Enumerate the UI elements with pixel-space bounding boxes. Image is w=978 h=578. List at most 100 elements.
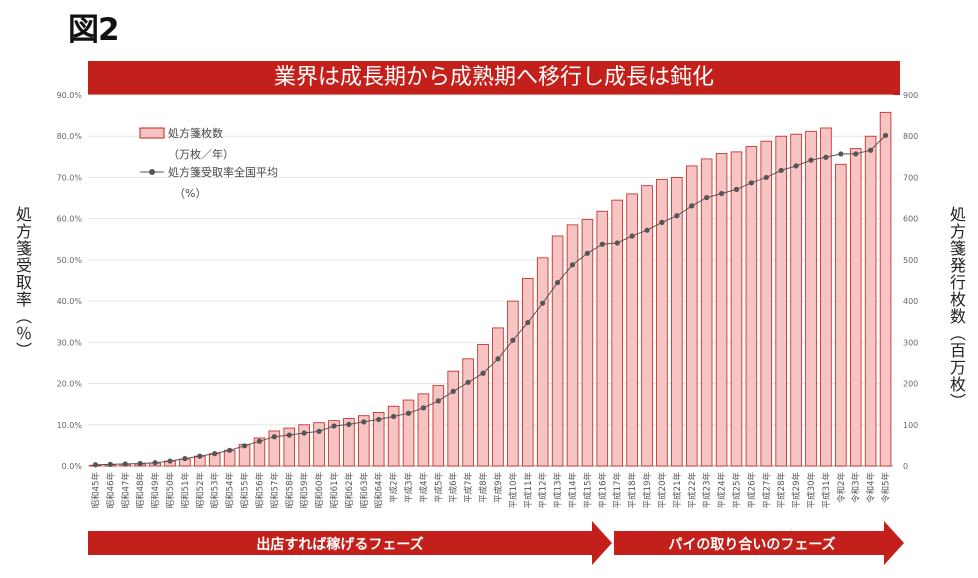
- line-point: [435, 398, 441, 404]
- right-tick-label: 0: [903, 462, 908, 471]
- x-tick-label: 平成6年: [448, 472, 459, 503]
- bar: [775, 135, 787, 467]
- line-point: [644, 227, 650, 233]
- bar: [864, 135, 877, 467]
- line-point: [540, 300, 546, 306]
- line-point: [361, 419, 367, 425]
- right-tick-label: 400: [903, 297, 918, 306]
- line-point: [405, 410, 412, 416]
- bar: [626, 193, 638, 467]
- x-tick-label: 昭和48年: [135, 472, 146, 509]
- x-tick-label: 昭和63年: [359, 472, 370, 509]
- line-point: [793, 163, 799, 169]
- line-point: [674, 213, 680, 219]
- x-tick-label: 平成25年: [732, 472, 743, 509]
- bar: [358, 415, 370, 467]
- x-tick-label: 令和3年: [851, 472, 862, 503]
- left-tick-label: 80.0%: [57, 132, 83, 141]
- x-tick-label: 平成16年: [597, 472, 608, 509]
- line-series: [92, 132, 889, 468]
- x-tick-label: 平成29年: [791, 472, 802, 509]
- line-point: [599, 241, 605, 247]
- right-tick-label: 300: [903, 338, 918, 347]
- x-tick-label: 平成23年: [702, 472, 713, 509]
- x-tick-label: 平成17年: [612, 472, 623, 509]
- x-tick-label: 令和5年: [881, 472, 892, 503]
- bar: [372, 412, 385, 467]
- left-tick-label: 70.0%: [57, 173, 83, 182]
- line-point: [853, 151, 859, 157]
- x-axis-ticks: 昭和45年 昭和46年 昭和47年 昭和48年 昭和49年 昭和50年 昭和51年 昭和52年…: [91, 472, 892, 509]
- x-tick-label: 平成27年: [761, 472, 772, 509]
- line-point: [197, 453, 203, 459]
- x-tick-label: 平成4年: [418, 472, 429, 503]
- line-point: [286, 432, 292, 438]
- line-point: [569, 262, 576, 268]
- bar: [879, 111, 892, 467]
- line-point: [808, 157, 814, 163]
- bar: [283, 427, 296, 467]
- right-tick-label: 200: [903, 380, 918, 389]
- left-tick-label: 50.0%: [57, 256, 83, 265]
- line-point: [554, 279, 561, 286]
- bar: [343, 418, 355, 467]
- x-tick-label: 昭和60年: [314, 472, 325, 509]
- left-axis-label: 処方箋受取率（％）: [13, 206, 32, 359]
- x-tick-label: 昭和58年: [284, 472, 295, 509]
- line-point: [689, 203, 695, 209]
- line-point: [92, 462, 99, 468]
- bar: [522, 278, 534, 467]
- x-tick-label: 昭和47年: [120, 472, 131, 509]
- x-tick-label: 平成21年: [672, 472, 683, 509]
- x-tick-label: 昭和56年: [254, 472, 265, 509]
- legend-line-label: 処方箋受取率全国平均: [168, 165, 278, 179]
- x-tick-label: 昭和59年: [299, 472, 310, 509]
- line-point: [748, 180, 754, 186]
- bar: [551, 235, 564, 467]
- bar: [417, 393, 430, 467]
- line-point: [778, 167, 784, 174]
- line-point: [584, 250, 590, 256]
- bar: [313, 422, 325, 467]
- bar: [402, 399, 415, 467]
- left-tick-label: 30.0%: [57, 338, 83, 347]
- bar: [671, 177, 683, 467]
- line-point: [107, 461, 113, 467]
- legend-line-marker: [149, 169, 155, 175]
- line-point: [718, 190, 725, 197]
- x-tick-label: 昭和62年: [344, 472, 355, 509]
- line-point: [212, 451, 218, 457]
- phase-arrow-2: [614, 521, 904, 565]
- right-tick-label: 500: [903, 256, 918, 265]
- x-tick-label: 平成18年: [627, 472, 638, 509]
- x-tick-label: 平成11年: [523, 472, 534, 509]
- x-tick-label: 令和2年: [836, 472, 847, 503]
- x-tick-label: 平成3年: [404, 472, 415, 503]
- right-axis-label: 処方箋発行枚数（百万枚）: [947, 206, 966, 410]
- x-tick-label: 平成26年: [746, 472, 757, 509]
- bar: [507, 300, 519, 467]
- line-point: [659, 219, 665, 225]
- x-tick-label: 昭和46年: [105, 472, 116, 509]
- line-point: [510, 337, 516, 343]
- left-tick-label: 90.0%: [57, 91, 83, 100]
- figure-label: 図2: [68, 12, 120, 48]
- phase-arrow-1: [88, 521, 612, 565]
- bar: [536, 257, 549, 467]
- line-point: [614, 240, 620, 246]
- x-tick-label: 平成22年: [687, 472, 698, 509]
- x-tick-label: 平成31年: [821, 472, 832, 509]
- x-tick-label: 平成14年: [568, 472, 579, 509]
- phase-arrows: 出店すれば稼げるフェーズ パイの取り合いのフェーズ: [88, 521, 904, 565]
- line-point: [227, 447, 233, 453]
- left-axis-ticks: 0.0% 10.0% 20.0% 30.0% 40.0% 50.0% 60.0% 70.0% 8…: [57, 91, 83, 471]
- x-tick-label: 平成5年: [433, 472, 444, 503]
- line-point: [182, 455, 188, 462]
- bar: [730, 151, 743, 467]
- x-tick-label: 平成19年: [642, 472, 653, 509]
- right-tick-label: 900: [903, 91, 918, 100]
- bar: [268, 430, 281, 467]
- x-tick-label: 昭和53年: [210, 472, 221, 509]
- x-tick-label: 昭和51年: [180, 472, 191, 509]
- x-tick-label: 昭和50年: [165, 472, 176, 509]
